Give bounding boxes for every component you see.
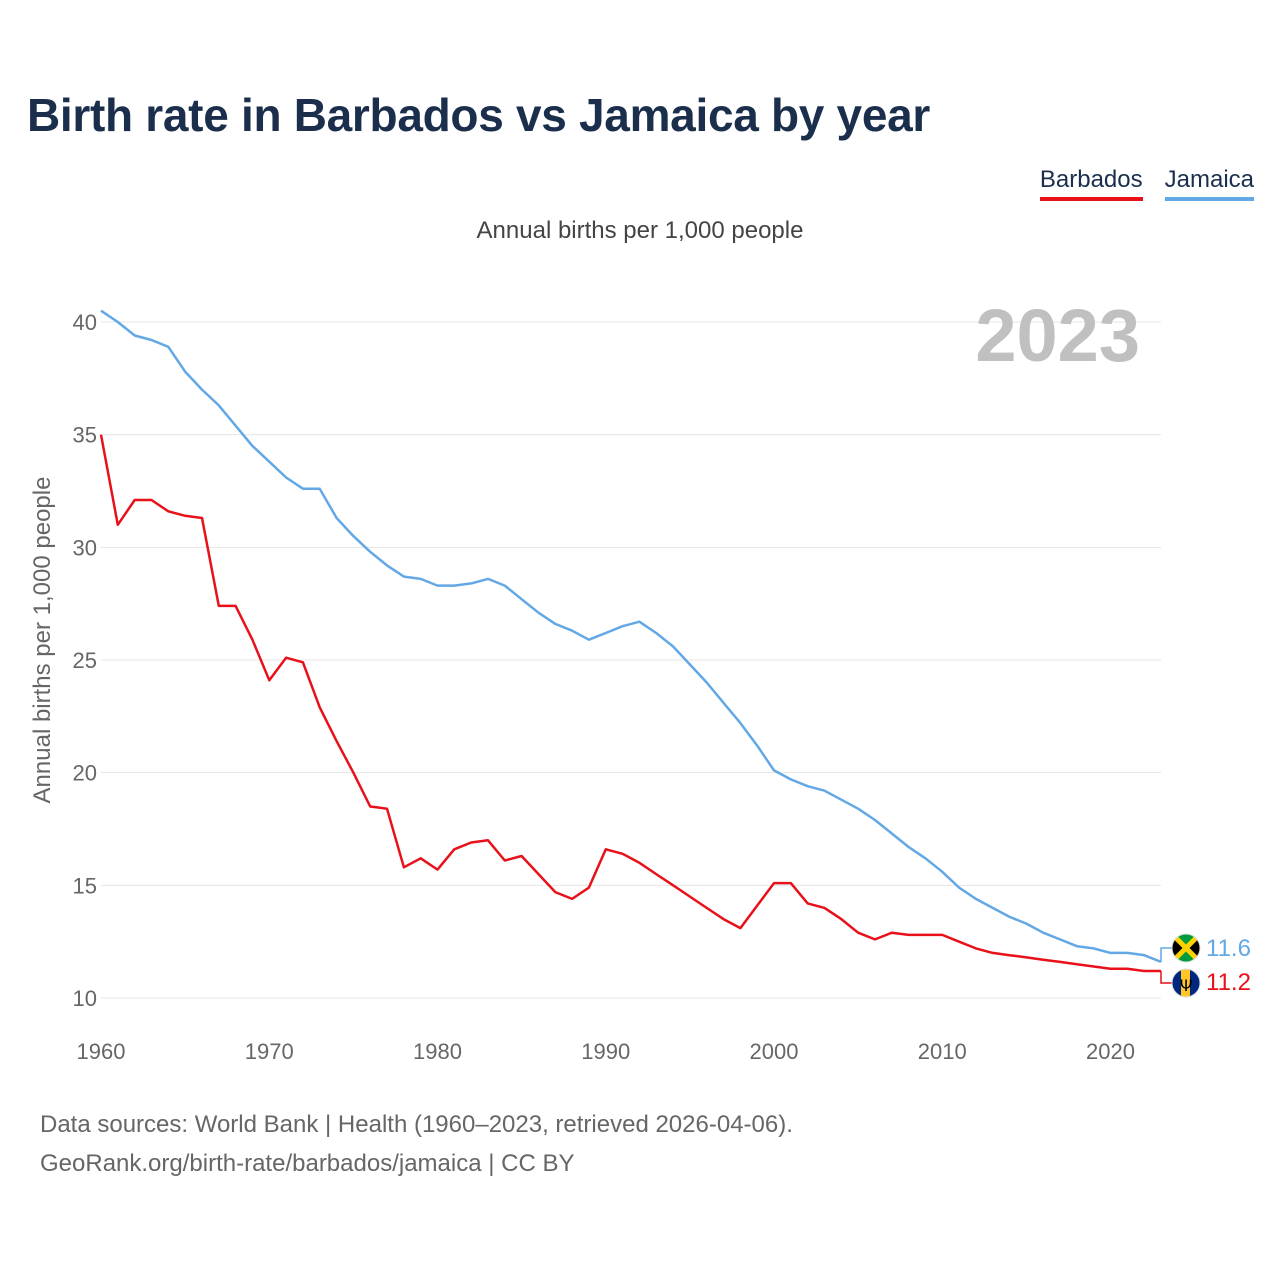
end-connector-barbados [1160, 971, 1172, 984]
end-markers: Ψ [1171, 933, 1201, 998]
y-tick-label: 40 [73, 310, 97, 335]
chart-subtitle: Annual births per 1,000 people [476, 217, 804, 244]
source-link[interactable]: GeoRank.org/birth-rate/barbados/jamaica … [40, 1150, 575, 1177]
footer: Data sources: World Bank | Health (1960–… [40, 1105, 793, 1183]
svg-text:Ψ: Ψ [1180, 976, 1193, 995]
data-source-note: Data sources: World Bank | Health (1960–… [40, 1111, 793, 1138]
x-tick-label: 2020 [1086, 1039, 1135, 1064]
y-tick-label: 30 [73, 535, 97, 560]
y-tick-label: 10 [73, 986, 97, 1011]
x-tick-label: 1980 [413, 1039, 462, 1064]
y-axis-label: Annual births per 1,000 people [29, 477, 56, 804]
series-lines [99, 309, 1172, 984]
y-axis-ticks: 10 15 20 25 30 35 40 [73, 310, 97, 1011]
barbados-flag-icon: Ψ [1171, 968, 1201, 998]
x-tick-label: 1970 [245, 1039, 294, 1064]
y-tick-label: 35 [73, 423, 97, 448]
x-tick-label: 2010 [918, 1039, 967, 1064]
end-connector-jamaica [1160, 947, 1172, 962]
y-tick-label: 25 [73, 648, 97, 673]
chart-title: Birth rate in Barbados vs Jamaica by yea… [27, 89, 931, 141]
legend: Barbados Jamaica [1039, 166, 1254, 201]
series-line-barbados [99, 434, 1161, 973]
gridlines [101, 321, 1161, 999]
x-tick-label: 2000 [750, 1039, 799, 1064]
x-axis-ticks: 1960 1970 1980 1990 2000 2010 2020 [77, 1039, 1135, 1064]
y-tick-label: 15 [73, 873, 97, 898]
jamaica-end-value: 11.6 [1206, 935, 1251, 962]
year-label: 2023 [975, 294, 1140, 377]
series-line-jamaica [100, 309, 1162, 964]
jamaica-flag-icon [1171, 933, 1201, 963]
y-tick-label: 20 [73, 761, 97, 786]
x-tick-label: 1990 [581, 1039, 630, 1064]
legend-item-jamaica[interactable]: Jamaica [1164, 166, 1254, 201]
barbados-end-value: 11.2 [1206, 969, 1251, 996]
x-tick-label: 1960 [77, 1039, 126, 1064]
legend-item-barbados[interactable]: Barbados [1039, 166, 1143, 201]
